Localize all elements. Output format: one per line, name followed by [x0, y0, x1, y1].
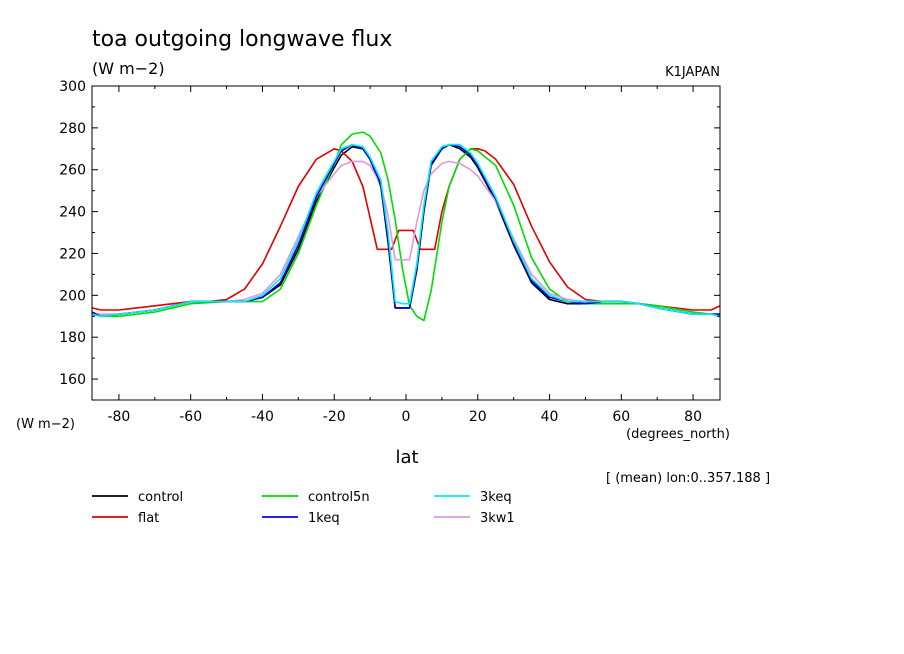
legend-item-3kw1: 3kw1 — [434, 511, 515, 526]
x-tick-label: 80 — [684, 409, 702, 425]
source-label: K1JAPAN — [665, 65, 720, 80]
legend-label: 1keq — [308, 511, 340, 526]
y-tick-label: 300 — [59, 79, 86, 95]
y-tick-label: 160 — [59, 372, 86, 388]
x-tick-label: -20 — [323, 409, 346, 425]
legend-item-control5n: control5n — [262, 490, 370, 505]
legend: control flat control5n 1keq 3keq 3kw1 — [92, 490, 515, 526]
chart-units: (W m−2) — [92, 59, 165, 78]
legend-label: control — [138, 490, 183, 505]
y-tick-labels: 160 180 200 220 240 260 280 300 — [59, 79, 86, 388]
legend-item-control: control — [92, 490, 183, 505]
x-tick-label: -60 — [179, 409, 202, 425]
legend-label: flat — [138, 511, 159, 526]
y-tick-label: 280 — [59, 121, 86, 137]
series-layer — [91, 131, 721, 322]
x-tick-label: 40 — [541, 409, 559, 425]
legend-item-3keq: 3keq — [434, 490, 512, 505]
axis-ticks — [92, 85, 720, 401]
y-tick-label: 180 — [59, 330, 86, 346]
x-tick-label: -80 — [107, 409, 130, 425]
x-tick-label: 20 — [469, 409, 487, 425]
series-line-3keq — [91, 143, 721, 318]
x-tick-label: 0 — [402, 409, 411, 425]
legend-label: control5n — [308, 490, 370, 505]
y-tick-label: 240 — [59, 205, 86, 221]
plot-frame — [91, 85, 721, 401]
legend-label: 3kw1 — [480, 511, 515, 526]
series-line-3kw1 — [92, 160, 720, 316]
x-tick-label: -40 — [251, 409, 274, 425]
chart-title: toa outgoing longwave flux — [92, 27, 392, 52]
x-axis-label: lat — [395, 447, 418, 468]
y-tick-label: 200 — [59, 288, 86, 304]
x-tick-label: 60 — [612, 409, 630, 425]
legend-item-flat: flat — [92, 511, 159, 526]
subset-note: [ (mean) lon:0..357.188 ] — [606, 471, 770, 486]
y-axis-label: (W m−2) — [16, 417, 75, 432]
series-line-flat — [91, 148, 721, 311]
x-tick-labels: -80 -60 -40 -20 0 20 40 60 80 — [107, 409, 702, 425]
series-line-control5n — [91, 131, 721, 322]
legend-item-1keq: 1keq — [262, 511, 340, 526]
legend-label: 3keq — [480, 490, 512, 505]
x-axis-units: (degrees_north) — [626, 427, 730, 442]
y-tick-label: 220 — [59, 246, 86, 262]
y-tick-label: 260 — [59, 163, 86, 179]
